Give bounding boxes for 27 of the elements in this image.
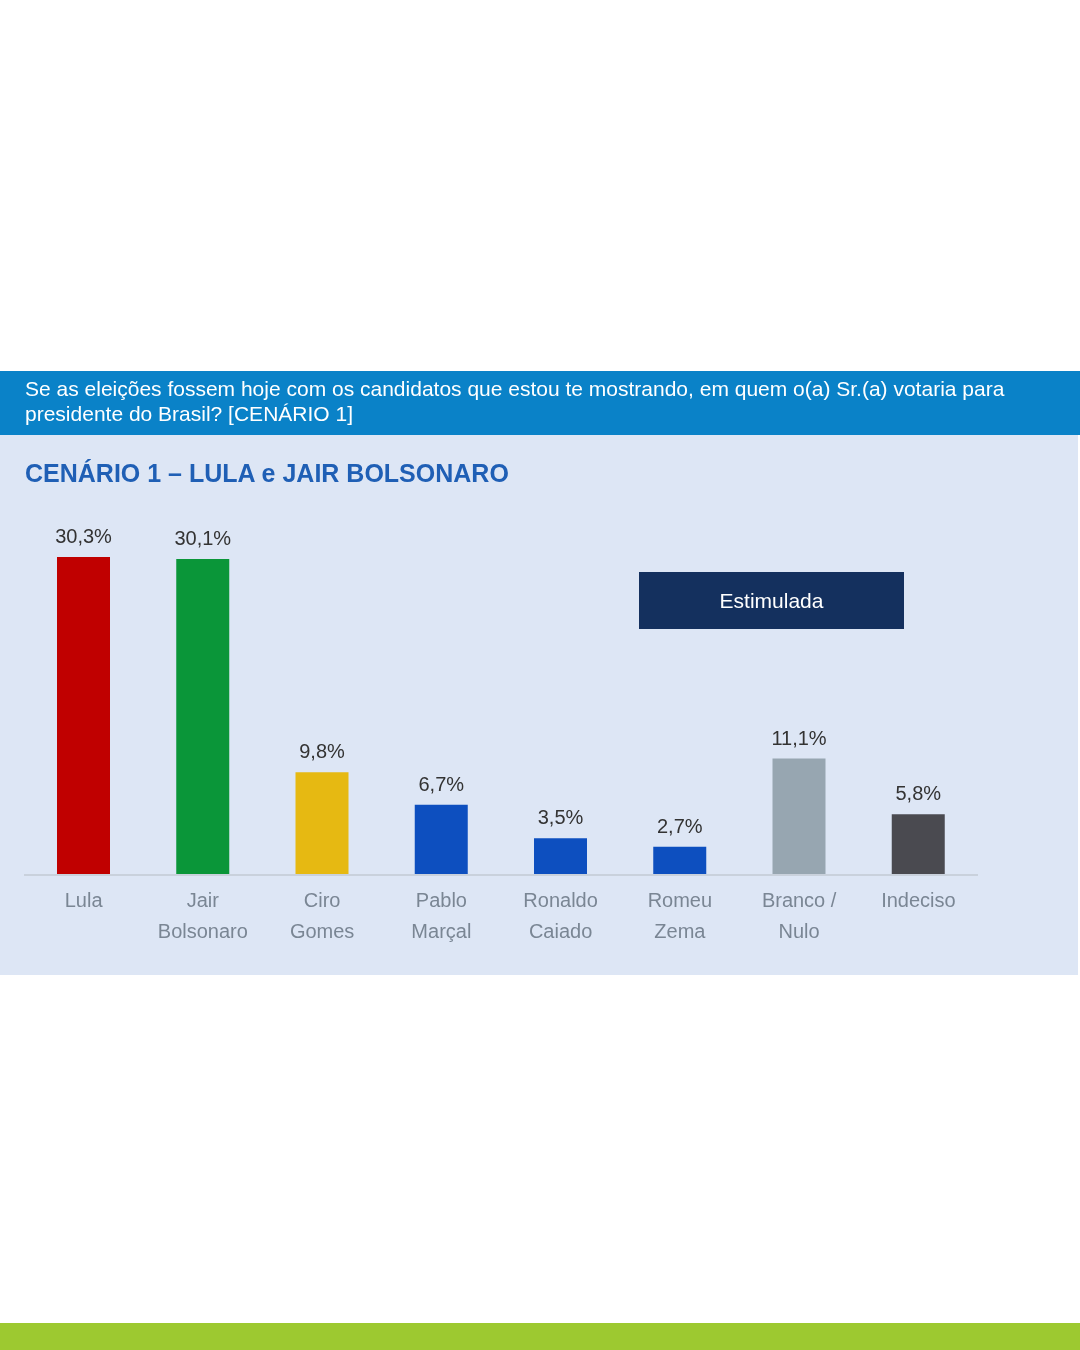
data-label: 30,1% [174,527,232,550]
bar [891,814,945,875]
x-tick-label: Branco / Nulo [761,889,837,942]
data-label: 6,7% [418,772,465,795]
data-label: 5,8% [895,782,942,805]
x-tick-label: Ronaldo Caiado [523,889,598,942]
x-tick-label: Ciro Gomes [289,889,355,942]
x-tick-label: Jair Bolsonaro [157,889,248,942]
bar [772,758,826,875]
data-label: 2,7% [656,814,703,837]
chart-title: Se as eleições fossem hoje com os candidatos que estou te mostrando, em quem o(a) Sr.(a) votaria para presidente do Brasil? [CENÁRIO 1] [0,371,1080,435]
bar [176,559,230,875]
data-label: 3,5% [537,806,584,829]
data-label: 30,3% [55,525,113,547]
x-tick-label: Lula [64,889,104,911]
bar [534,838,587,875]
x-tick-label: Romeu Zema [647,889,713,942]
bar [414,804,468,875]
chart-subtitle: CENÁRIO 1 – LULA e JAIR BOLSONARO [25,459,509,488]
label-box: Estimulada [639,572,904,629]
data-label: 9,8% [299,740,346,763]
data-label: 11,1% [771,726,827,749]
bar [653,846,707,875]
x-tick-label: Pablo Marçal [411,889,472,942]
x-tick-label: Indeciso [881,889,956,911]
bar [295,772,349,875]
bar [57,557,110,875]
